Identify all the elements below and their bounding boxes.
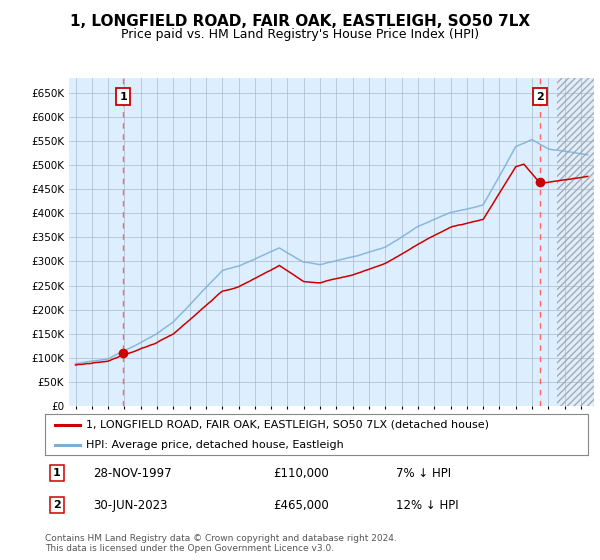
- Text: HPI: Average price, detached house, Eastleigh: HPI: Average price, detached house, East…: [86, 440, 343, 450]
- Text: Price paid vs. HM Land Registry's House Price Index (HPI): Price paid vs. HM Land Registry's House …: [121, 28, 479, 41]
- Bar: [557, 78, 594, 406]
- Text: 1: 1: [53, 468, 61, 478]
- Text: 1: 1: [119, 91, 127, 101]
- Text: 28-NOV-1997: 28-NOV-1997: [93, 466, 172, 480]
- Text: 12% ↓ HPI: 12% ↓ HPI: [396, 498, 458, 512]
- Text: 2: 2: [536, 91, 544, 101]
- Text: £110,000: £110,000: [273, 466, 329, 480]
- Text: 1, LONGFIELD ROAD, FAIR OAK, EASTLEIGH, SO50 7LX (detached house): 1, LONGFIELD ROAD, FAIR OAK, EASTLEIGH, …: [86, 419, 489, 430]
- Text: 2: 2: [53, 500, 61, 510]
- Text: 7% ↓ HPI: 7% ↓ HPI: [396, 466, 451, 480]
- Text: £465,000: £465,000: [273, 498, 329, 512]
- Text: 1, LONGFIELD ROAD, FAIR OAK, EASTLEIGH, SO50 7LX: 1, LONGFIELD ROAD, FAIR OAK, EASTLEIGH, …: [70, 14, 530, 29]
- Text: Contains HM Land Registry data © Crown copyright and database right 2024.
This d: Contains HM Land Registry data © Crown c…: [45, 534, 397, 553]
- Text: 30-JUN-2023: 30-JUN-2023: [93, 498, 167, 512]
